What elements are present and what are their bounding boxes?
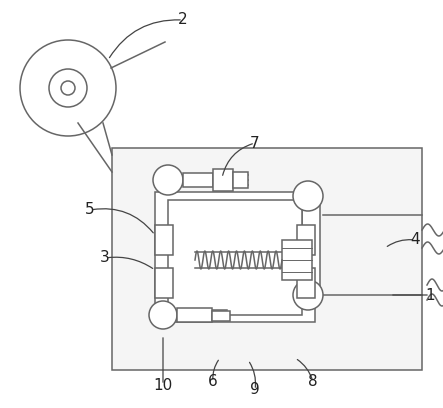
Circle shape xyxy=(61,81,75,95)
Text: 5: 5 xyxy=(85,202,95,217)
Text: 10: 10 xyxy=(153,377,173,392)
Circle shape xyxy=(20,40,116,136)
Circle shape xyxy=(49,69,87,107)
Circle shape xyxy=(149,301,177,329)
Bar xyxy=(212,311,230,321)
Bar xyxy=(177,308,212,322)
Text: 4: 4 xyxy=(410,233,420,248)
Text: 3: 3 xyxy=(100,251,110,266)
Bar xyxy=(155,225,173,255)
Text: 6: 6 xyxy=(208,375,218,390)
Circle shape xyxy=(153,165,183,195)
Text: 8: 8 xyxy=(308,375,318,390)
Bar xyxy=(297,268,315,298)
Bar xyxy=(168,200,302,315)
Circle shape xyxy=(293,181,323,211)
Bar xyxy=(112,148,422,370)
Bar xyxy=(297,225,315,255)
Text: 9: 9 xyxy=(250,383,260,397)
Bar xyxy=(183,173,213,187)
Bar xyxy=(155,192,315,322)
Text: 2: 2 xyxy=(178,13,188,27)
Text: 1: 1 xyxy=(425,288,435,302)
Bar xyxy=(155,268,173,298)
Circle shape xyxy=(293,280,323,310)
Bar xyxy=(233,172,248,188)
Bar xyxy=(213,169,233,191)
Text: 7: 7 xyxy=(250,135,260,151)
Bar xyxy=(302,196,320,295)
Bar xyxy=(282,240,312,280)
